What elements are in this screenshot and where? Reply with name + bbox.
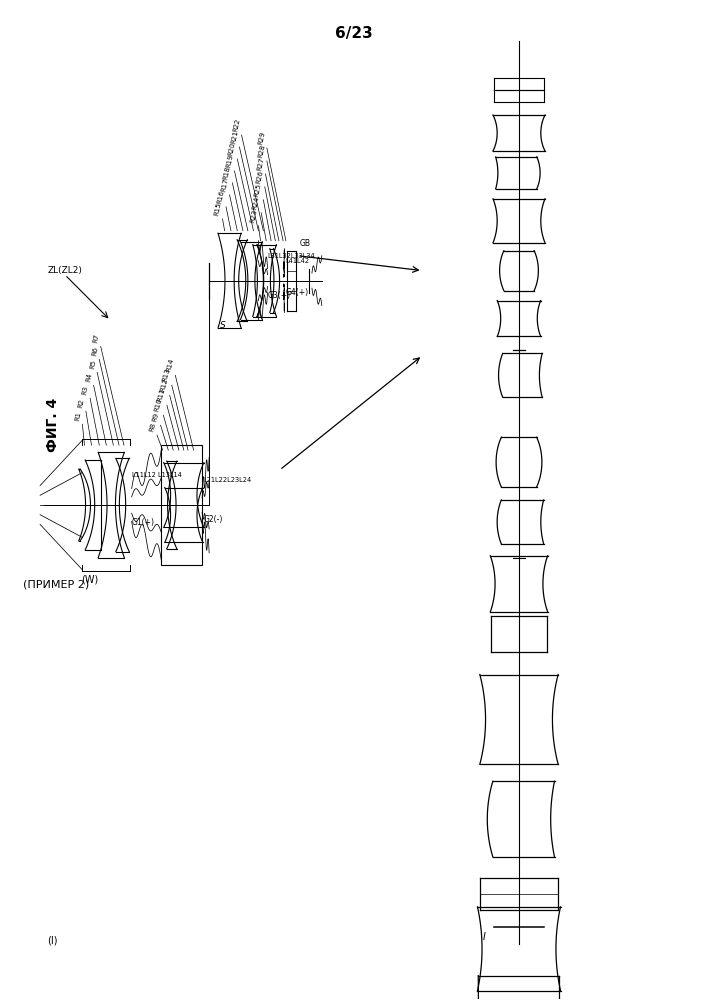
Text: R8: R8 [148,422,156,432]
Text: R28: R28 [257,143,266,158]
Text: L11L12 L13L14: L11L12 L13L14 [132,472,182,478]
Text: R12: R12 [160,378,169,392]
Text: I: I [482,932,485,942]
Text: R20: R20 [228,141,237,156]
Text: ZL(ZL2): ZL(ZL2) [47,266,82,275]
Text: R26: R26 [255,169,264,184]
Text: R4: R4 [86,372,93,382]
Text: (ПРИМЕР 2): (ПРИМЕР 2) [23,580,89,590]
Text: R16: R16 [216,189,226,204]
Text: ФИГ. 4: ФИГ. 4 [46,398,60,452]
Text: R15: R15 [213,201,222,216]
Text: R29: R29 [257,130,266,145]
Text: R2: R2 [78,398,85,408]
Text: L31L32L33L34: L31L32L33L34 [267,253,315,259]
Text: L21L22L23L24: L21L22L23L24 [204,477,252,483]
Text: R21: R21 [230,129,239,144]
Text: R17: R17 [220,177,229,192]
Text: GB: GB [299,239,310,248]
Text: R27: R27 [256,156,264,171]
Text: R13: R13 [162,367,171,382]
Text: R7: R7 [93,333,100,343]
Text: (I): (I) [47,936,58,946]
Text: R19: R19 [225,153,234,168]
Text: G4(+): G4(+) [285,288,308,297]
Text: R9: R9 [151,412,160,422]
Text: S: S [220,321,226,330]
Text: G2(-): G2(-) [204,515,223,524]
Text: R24: R24 [252,195,261,210]
Text: R14: R14 [165,358,175,372]
Text: R1: R1 [74,411,82,421]
Text: G1(+): G1(+) [132,518,155,527]
Text: G3(+): G3(+) [267,291,291,300]
Text: R25: R25 [254,182,263,197]
Text: 6/23: 6/23 [334,26,373,41]
Text: L41L42: L41L42 [285,258,310,264]
Text: R3: R3 [82,385,89,395]
Text: R18: R18 [223,165,232,180]
Text: R6: R6 [91,346,98,356]
Text: R5: R5 [89,359,96,369]
Text: R22: R22 [232,118,241,132]
Text: (W): (W) [81,575,98,585]
Bar [161,445,202,565]
Text: R10: R10 [153,397,163,412]
Text: R11: R11 [157,387,166,402]
Text: R23: R23 [249,208,258,223]
